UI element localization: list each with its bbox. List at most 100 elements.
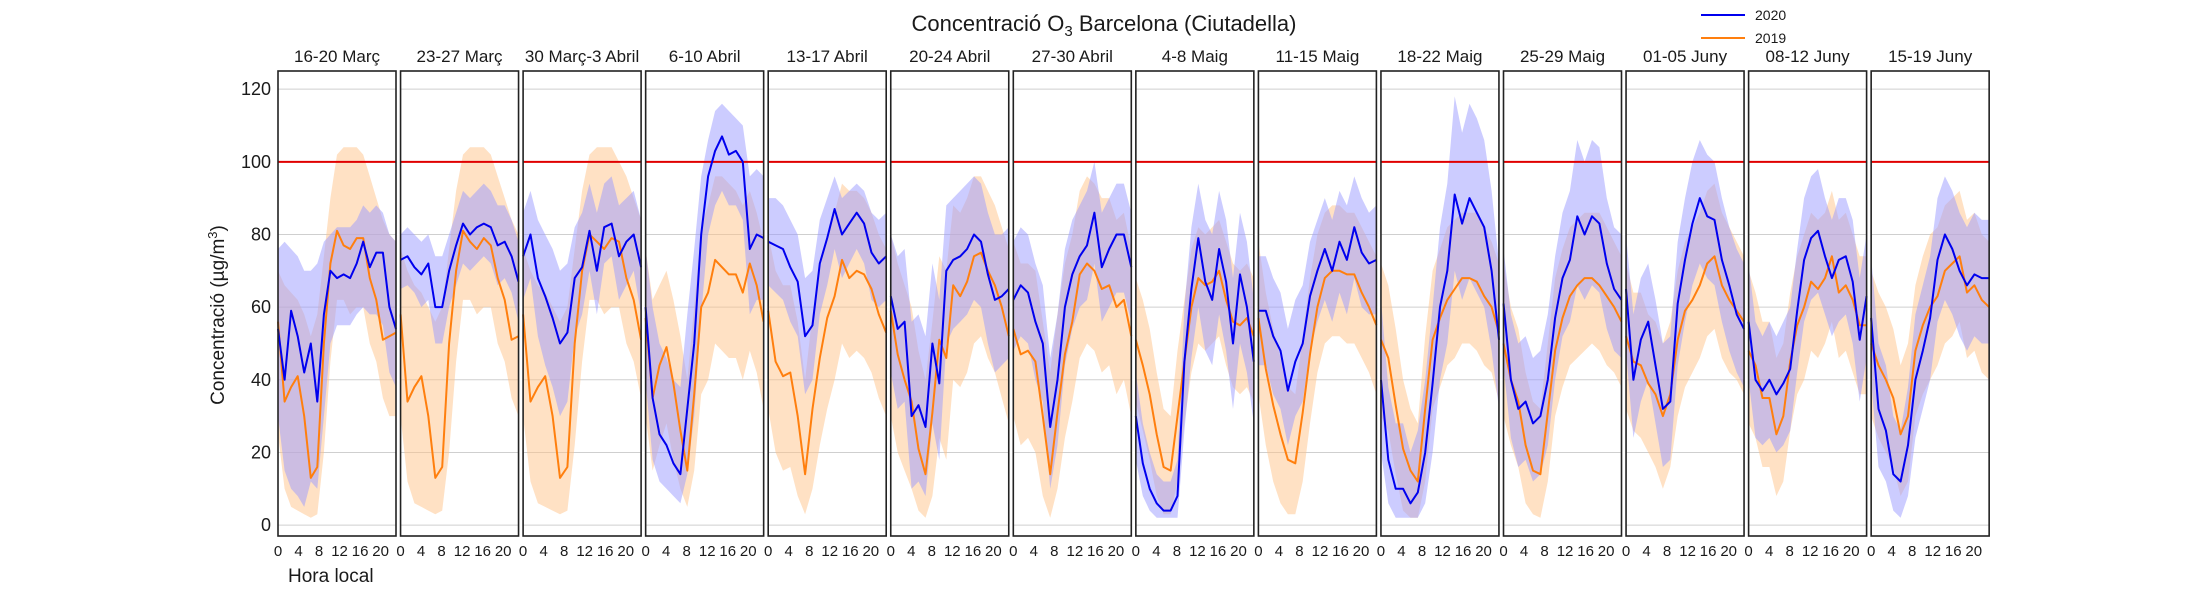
series-line-2020 (1134, 237, 1255, 512)
series-line-2020 (889, 233, 1010, 428)
x-tick-label: 20 (1108, 543, 1125, 560)
x-tick-label: 0 (887, 543, 895, 560)
x-tick-label: 20 (740, 543, 757, 560)
panel-13 (1747, 70, 1868, 537)
x-tick-label: 0 (274, 543, 282, 560)
panel-12 (1625, 70, 1745, 537)
x-tick-label: 0 (641, 543, 649, 560)
x-tick-label: 4 (662, 543, 670, 560)
series-line-2019 (277, 229, 397, 479)
x-tick-label: 4 (1765, 543, 1773, 560)
x-tick-label: 0 (1744, 543, 1752, 560)
series-line-2019 (644, 258, 765, 472)
x-tick-label: 4 (1152, 543, 1160, 560)
x-tick-label: 20 (617, 543, 634, 560)
series-line-2020 (644, 135, 765, 476)
panel-title: 11-15 Maig (1276, 47, 1360, 66)
panel-3 (522, 70, 643, 537)
series-line-2020 (1380, 193, 1500, 505)
x-tick-label: 16 (1822, 543, 1839, 560)
x-tick-label: 8 (437, 543, 445, 560)
x-tick-label: 4 (1520, 543, 1528, 560)
x-tick-label: 16 (1577, 543, 1594, 560)
panel-14 (1870, 70, 1990, 537)
series-line-2020 (1625, 197, 1745, 410)
series-line-2020 (1012, 211, 1133, 428)
x-tick-label: 16 (964, 543, 981, 560)
series-line-2020 (1870, 233, 1990, 483)
x-tick-label: 0 (396, 543, 404, 560)
y-tick-label: 0 (261, 515, 271, 535)
band-2020 (1135, 183, 1254, 518)
panel-title: 27-30 Abril (1032, 47, 1113, 66)
panel-title: 6-10 Abril (669, 47, 741, 66)
legend-label-2019: 2019 (1755, 30, 1786, 46)
x-tick-label: 16 (1455, 543, 1472, 560)
x-tick-label: 20 (1720, 543, 1737, 560)
panel-5 (767, 70, 888, 537)
x-tick-label: 0 (1009, 543, 1017, 560)
x-tick-label: 8 (683, 543, 691, 560)
x-tick-label: 8 (560, 543, 568, 560)
series-line-2019 (1012, 262, 1133, 476)
x-tick-label: 20 (1965, 543, 1982, 560)
series-line-2019 (1257, 269, 1378, 465)
x-tick-label: 4 (417, 543, 425, 560)
panel-title: 15-19 Juny (1888, 47, 1973, 66)
y-tick-label: 60 (251, 297, 271, 317)
series-line-2020 (400, 222, 520, 309)
x-tick-label: 8 (1295, 543, 1303, 560)
x-tick-label: 4 (907, 543, 915, 560)
series-line-2019 (522, 233, 643, 479)
x-tick-label: 0 (1132, 543, 1140, 560)
series-line-2019 (1747, 255, 1867, 436)
x-tick-label: 8 (1785, 543, 1793, 560)
series-line-2020 (1502, 215, 1623, 425)
panel-title: 08-12 Juny (1766, 47, 1851, 66)
x-tick-label: 8 (928, 543, 936, 560)
x-tick-label: 0 (519, 543, 527, 560)
x-tick-label: 12 (1679, 543, 1696, 560)
y-tick-label: 20 (251, 442, 271, 462)
panel-frame (522, 70, 642, 537)
y-tick-label: 80 (251, 224, 271, 244)
x-tick-label: 12 (1189, 543, 1206, 560)
x-tick-label: 8 (1663, 543, 1671, 560)
x-tick-label: 4 (1030, 543, 1038, 560)
band-2020 (523, 176, 642, 417)
x-tick-label: 8 (805, 543, 813, 560)
x-tick-label: 16 (352, 543, 369, 560)
panel-2 (399, 70, 520, 537)
panel-frame (1135, 70, 1255, 537)
series-line-2019 (1380, 277, 1500, 483)
x-tick-label: 20 (1475, 543, 1492, 560)
x-tick-label: 8 (1173, 543, 1181, 560)
panel-title: 23-27 Març (417, 47, 503, 66)
x-tick-label: 20 (862, 543, 879, 560)
series-line-2020 (767, 208, 887, 338)
x-tick-label: 20 (1353, 543, 1370, 560)
band-2020 (1748, 169, 1867, 453)
panel-1 (277, 70, 397, 537)
x-tick-label: 20 (1598, 543, 1615, 560)
x-tick-label: 20 (1843, 543, 1860, 560)
x-tick-label: 4 (1397, 543, 1405, 560)
x-tick-label: 8 (315, 543, 323, 560)
y-axis-label: Concentració (µg/m3) (205, 225, 229, 405)
panel-frame (399, 70, 520, 537)
x-tick-label: 16 (1087, 543, 1104, 560)
panel-8 (1134, 70, 1255, 537)
chart-title: Concentració O3 Barcelona (Ciutadella) (912, 11, 1297, 40)
x-tick-label: 4 (294, 543, 302, 560)
panel-title: 18-22 Maig (1397, 47, 1482, 66)
x-tick-label: 16 (1700, 543, 1717, 560)
band-2020 (1503, 140, 1622, 482)
panel-frame (1625, 70, 1745, 537)
series-line-2020 (1258, 226, 1377, 392)
panel-title: 4-8 Maig (1162, 47, 1228, 66)
x-tick-label: 0 (1377, 543, 1385, 560)
panel-frame (889, 70, 1010, 537)
chart-panels (277, 70, 1990, 537)
